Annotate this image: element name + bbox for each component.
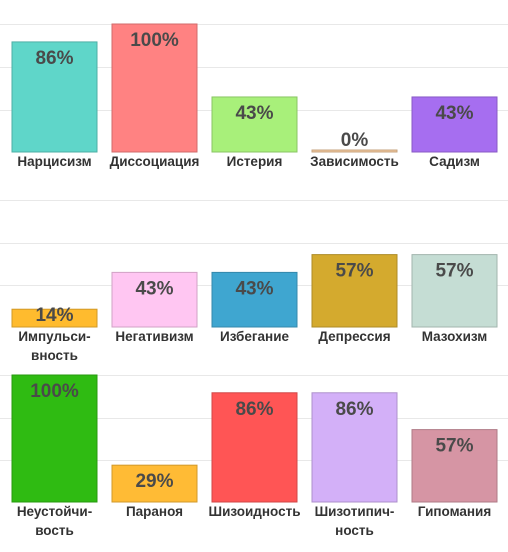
data-label-1-1: 86% xyxy=(35,48,73,69)
bar-3-1 xyxy=(11,374,98,503)
category-label-2-3: Избегание xyxy=(220,329,290,344)
bar-1-2 xyxy=(111,23,198,153)
data-label-3-5: 57% xyxy=(435,436,473,457)
bar-1-1 xyxy=(11,41,98,153)
bar-1-5 xyxy=(411,96,498,153)
category-label-3-4: Шизотипич-ность xyxy=(315,504,395,538)
category-label-3-5: Гипомания xyxy=(418,504,492,519)
data-label-1-4: 0% xyxy=(341,130,369,151)
data-label-2-1: 14% xyxy=(35,305,73,326)
bar-3-3 xyxy=(211,392,298,503)
bar-2-1 xyxy=(11,308,98,328)
data-label-3-4: 86% xyxy=(335,399,373,420)
category-label-2-5: Мазохизм xyxy=(422,329,488,344)
bar-1-4 xyxy=(311,149,398,153)
category-label-3-3: Шизоидность xyxy=(209,504,301,519)
category-label-2-4: Депрессия xyxy=(318,329,390,344)
bar-1-3 xyxy=(211,96,298,153)
bar-2-4 xyxy=(311,254,398,328)
category-label-1-5: Садизм xyxy=(429,154,480,169)
data-label-3-2: 29% xyxy=(135,471,173,492)
data-label-1-2: 100% xyxy=(130,30,179,51)
bar-2-5 xyxy=(411,254,498,328)
data-label-1-5: 43% xyxy=(435,103,473,124)
category-label-3-1: Неустойчи-вость xyxy=(17,504,92,538)
bar-3-2 xyxy=(111,464,198,503)
data-label-1-3: 43% xyxy=(235,103,273,124)
category-label-2-1: Импульси-вность xyxy=(18,329,90,363)
data-label-2-4: 57% xyxy=(335,261,373,282)
category-label-1-2: Диссоциация xyxy=(110,154,200,169)
data-label-2-2: 43% xyxy=(135,278,173,299)
category-label-1-1: Нарцисизм xyxy=(17,154,91,169)
category-label-3-2: Параноя xyxy=(126,504,183,519)
bar-3-4 xyxy=(311,392,398,503)
bar-2-2 xyxy=(111,271,198,328)
data-label-3-3: 86% xyxy=(235,399,273,420)
data-label-3-1: 100% xyxy=(30,381,79,402)
data-label-2-3: 43% xyxy=(235,278,273,299)
category-label-1-3: Истерия xyxy=(227,154,283,169)
data-label-2-5: 57% xyxy=(435,261,473,282)
category-label-1-4: Зависимость xyxy=(310,154,399,169)
category-label-2-2: Негативизм xyxy=(115,329,193,344)
bar-3-5 xyxy=(411,429,498,503)
bar-2-3 xyxy=(211,271,298,328)
